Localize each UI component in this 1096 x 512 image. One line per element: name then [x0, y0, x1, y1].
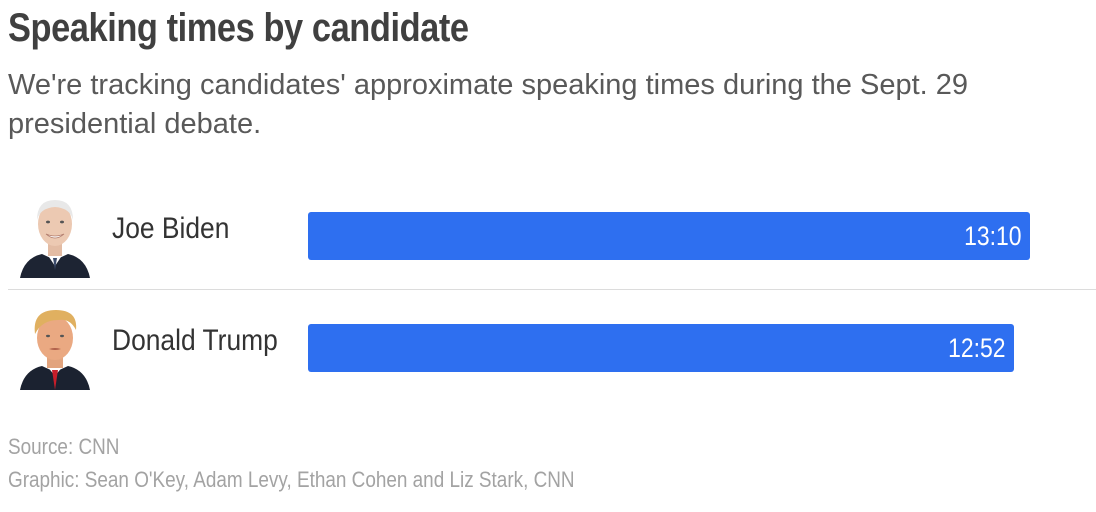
chart-subtitle: We're tracking candidates' approximate s…: [8, 66, 1088, 144]
candidate-row: Donald Trump 12:52: [0, 288, 1096, 400]
chart-title: Speaking times by candidate: [8, 6, 469, 51]
bar-chart: Joe Biden 13:10 Donald Trump 12:52: [0, 176, 1096, 400]
candidate-name: Donald Trump: [112, 324, 278, 358]
graphic-credit: Graphic: Sean O'Key, Adam Levy, Ethan Co…: [8, 467, 575, 493]
speaking-time-bar: 12:52: [308, 324, 1014, 372]
source-note: Source: CNN: [8, 434, 119, 460]
speaking-time-label: 12:52: [949, 324, 1006, 372]
candidate-name: Joe Biden: [112, 212, 229, 246]
candidate-row: Joe Biden 13:10: [0, 176, 1096, 288]
donald-trump-photo: [20, 298, 90, 390]
joe-biden-photo: [20, 186, 90, 278]
speaking-time-label: 13:10: [965, 212, 1022, 260]
speaking-time-bar: 13:10: [308, 212, 1030, 260]
